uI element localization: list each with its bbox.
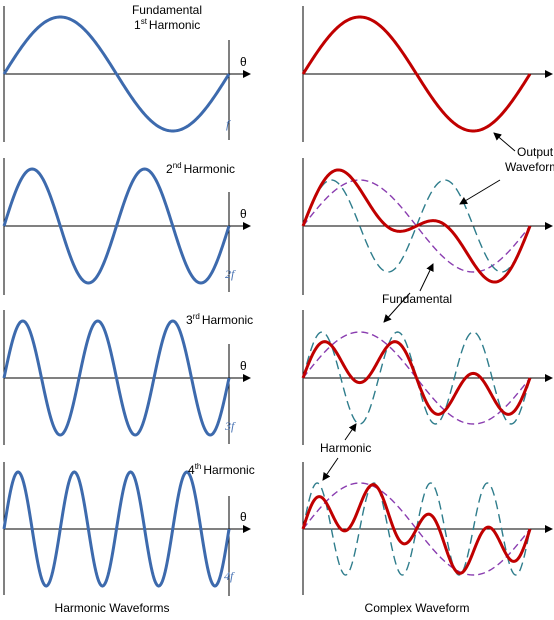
harmonic-title: 2nd Harmonic — [166, 161, 235, 176]
harmonic-arrow — [344, 423, 357, 441]
harmonic-ordinal: 2 — [166, 162, 173, 176]
harmonic-ordinal: 4 — [188, 463, 195, 477]
dashed-harmonic-wave — [302, 331, 531, 425]
complex-panel-4 — [301, 457, 553, 595]
dashed-fundamental-wave — [302, 482, 531, 576]
frequency-label: 3f — [224, 419, 236, 433]
harmonic-title-top: Fundamental — [132, 3, 202, 17]
complex-panel-2: Fundamental — [301, 158, 553, 306]
harmonic-title: 4th Harmonic — [188, 462, 255, 477]
harmonic-suffix: nd — [173, 161, 182, 170]
harmonic-word: Harmonic — [184, 162, 235, 176]
fundamental-arrow — [419, 263, 434, 292]
caption-complex-waveform: Complex Waveform — [365, 601, 470, 615]
harmonic-suffix: st — [141, 17, 148, 26]
theta-label: θ — [240, 510, 247, 524]
output-waveform — [301, 483, 532, 575]
harmonic-title: 3rd Harmonic — [186, 312, 253, 327]
output-arrow-up — [493, 132, 516, 152]
harmonic-wave — [2, 15, 231, 133]
harmonic-wave — [2, 167, 231, 285]
complex-panel-3: Harmonic — [301, 292, 553, 455]
harmonic-panel-3: θ 3f 3rd Harmonic — [2, 310, 253, 445]
harmonic-wave — [2, 470, 231, 588]
harmonic-wave — [2, 319, 231, 437]
output-waveform — [301, 15, 532, 133]
harmonic-arrow-down — [322, 457, 339, 481]
dashed-fundamental-wave — [302, 331, 531, 425]
output-waveform — [301, 340, 532, 416]
harmonic-panel-4: θ 4f 4th Harmonic — [2, 462, 255, 596]
caption-harmonic-waveforms: Harmonic Waveforms — [55, 601, 170, 615]
theta-label: θ — [240, 359, 247, 373]
harmonic-panel-1: θ f Fundamental 1st Harmonic — [2, 3, 251, 142]
harmonic-suffix: th — [195, 462, 202, 471]
harmonic-suffix: rd — [193, 312, 200, 321]
harmonic-ordinal: 1 — [134, 18, 141, 32]
frequency-label: f — [226, 117, 231, 131]
theta-label: θ — [240, 55, 247, 69]
harmonic-ordinal: 3 — [186, 313, 193, 327]
harmonic-word: Harmonic — [202, 313, 253, 327]
output-label-line2: Waveform — [505, 160, 554, 174]
complex-panel-1: Output Waveform — [301, 6, 554, 174]
output-label-line1: Output — [517, 145, 554, 159]
harmonic-label: Harmonic — [320, 441, 371, 455]
harmonic-panel-2: θ 2f 2nd Harmonic — [2, 158, 251, 295]
harmonic-word: Harmonic — [149, 18, 200, 32]
output-waveform — [301, 168, 532, 284]
harmonic-word: Harmonic — [203, 463, 254, 477]
frequency-label: 2f — [225, 267, 236, 281]
dashed-harmonic-wave — [302, 179, 531, 273]
fundamental-arrow-up — [383, 292, 411, 323]
harmonic-title: 1st Harmonic — [134, 17, 200, 32]
output-arrow-down — [459, 179, 501, 205]
fundamental-label: Fundamental — [382, 292, 452, 306]
theta-label: θ — [240, 207, 247, 221]
frequency-label: 4f — [224, 569, 235, 583]
